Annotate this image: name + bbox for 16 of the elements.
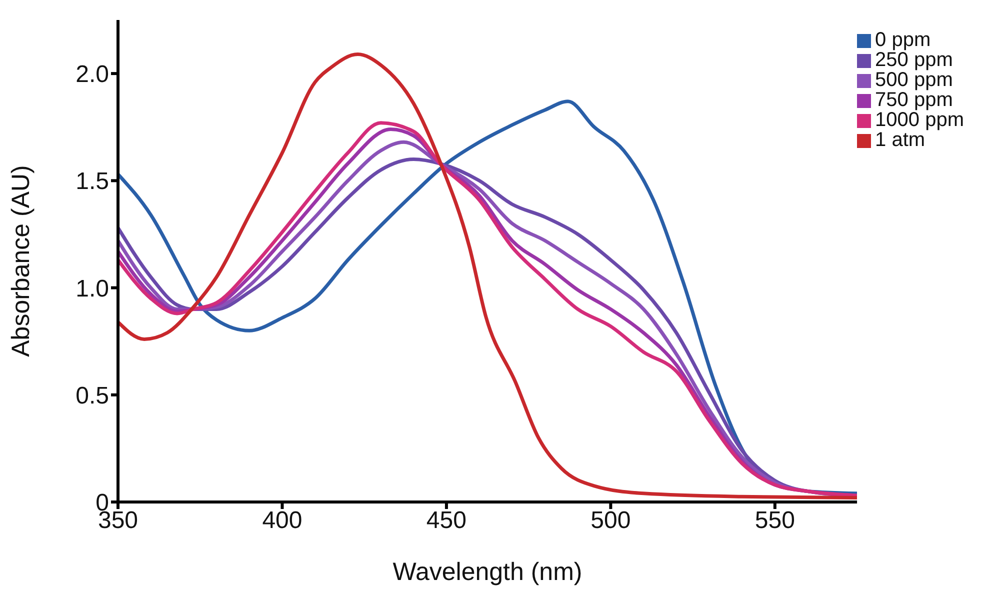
y-tick-label: 2.0 <box>76 61 109 88</box>
legend-label: 250 ppm <box>875 49 953 71</box>
legend-label: 1 atm <box>875 129 926 151</box>
legend-label: 0 ppm <box>875 29 931 51</box>
legend-label: 1000 ppm <box>875 109 964 131</box>
y-tick-label: 1.0 <box>76 275 109 302</box>
x-axis-title: Wavelength (nm) <box>392 558 582 586</box>
y-tick-label: 0.5 <box>76 382 109 410</box>
x-tick-label: 550 <box>754 507 795 534</box>
legend-label: 750 ppm <box>875 89 953 111</box>
x-tick-label: 450 <box>426 507 466 534</box>
y-axis-title: Absorbance (AU) <box>6 165 35 357</box>
x-tick-label: 500 <box>590 507 631 534</box>
x-tick-label: 400 <box>262 507 302 534</box>
y-tick-label: 1.5 <box>76 168 109 196</box>
legend-label: 500 ppm <box>875 69 953 91</box>
